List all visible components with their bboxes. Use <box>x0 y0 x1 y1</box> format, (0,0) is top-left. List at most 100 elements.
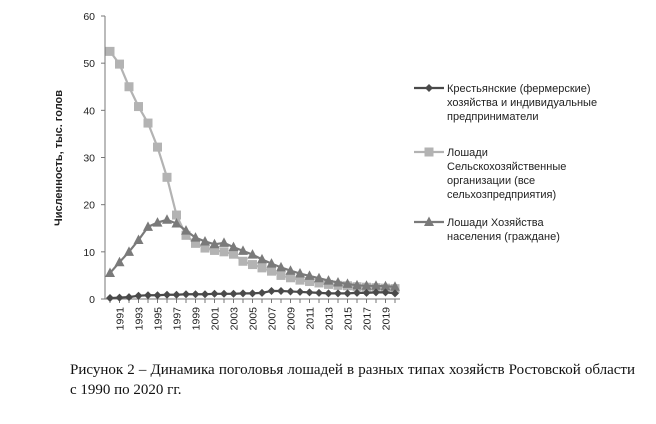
x-tick-label: 2019 <box>381 307 393 331</box>
data-point <box>305 277 314 287</box>
legend-entry: Лошади Хозяйства населения (граждане) <box>414 216 560 243</box>
data-point <box>372 288 380 297</box>
y-axis-label: Численность, тыс. голов <box>53 90 65 226</box>
data-point <box>361 280 372 290</box>
data-point <box>124 82 134 92</box>
data-point <box>276 261 286 272</box>
data-point <box>305 288 314 297</box>
legend-marker <box>425 84 433 92</box>
x-tick-label: 1997 <box>172 307 184 331</box>
data-point <box>172 210 181 220</box>
data-point <box>238 245 248 255</box>
legend-label: Сельскохозяйственные <box>447 161 566 173</box>
data-point <box>229 289 238 298</box>
x-tick-label: 2003 <box>229 307 241 331</box>
data-point <box>239 289 247 298</box>
series-layer <box>105 46 400 303</box>
data-point <box>163 290 171 299</box>
data-point <box>105 267 115 278</box>
data-point <box>114 256 125 267</box>
data-point <box>143 118 153 128</box>
data-point <box>248 260 257 270</box>
legend-label: Лошади Хозяйства <box>447 217 545 229</box>
x-tick-label: 2001 <box>210 307 222 331</box>
legend-label: хозяйства и индивидуальные <box>447 97 597 109</box>
x-tick-label: 1999 <box>191 307 203 331</box>
y-tick-label: 0 <box>89 294 95 306</box>
data-point <box>266 258 277 268</box>
data-point <box>353 288 361 297</box>
data-point <box>191 238 200 248</box>
data-point <box>267 286 276 295</box>
data-point <box>124 246 134 256</box>
data-point <box>343 289 352 298</box>
data-point <box>181 225 191 235</box>
data-point <box>200 243 210 253</box>
y-tick-label: 30 <box>83 153 95 165</box>
x-tick-label: 1991 <box>115 307 127 331</box>
data-point <box>153 142 162 152</box>
data-point <box>381 288 390 297</box>
data-point <box>391 289 399 298</box>
data-point <box>276 270 286 280</box>
x-tick-label: 2013 <box>324 307 336 331</box>
data-point <box>133 234 144 245</box>
data-point <box>115 293 124 302</box>
data-point <box>371 280 381 290</box>
data-point <box>296 287 304 296</box>
data-point <box>134 291 143 300</box>
y-tick-label: 50 <box>83 58 95 70</box>
series-diamond <box>106 286 399 303</box>
legend-label: организации (все <box>447 175 535 187</box>
figure-caption: Рисунок 2 – Динамика поголовья лошадей в… <box>70 362 635 398</box>
data-point <box>228 241 239 252</box>
data-point <box>390 281 400 291</box>
x-tick-label: 2009 <box>286 307 298 331</box>
data-point <box>238 256 248 266</box>
y-tick-label: 20 <box>83 200 95 212</box>
data-point <box>247 249 258 259</box>
data-point <box>352 279 362 290</box>
data-point <box>304 270 315 280</box>
y-tick-label: 10 <box>83 247 95 259</box>
data-point <box>314 278 324 288</box>
legend-label: населения (граждане) <box>447 231 560 243</box>
chart-axes: 0 10 20 30 40 50 60 1991 1993 1995 1997 1999 2001 200… <box>83 11 400 330</box>
legend: Крестьянские (фермерские) хозяйства и инд… <box>414 83 597 243</box>
data-point <box>258 288 266 297</box>
data-point <box>105 46 115 56</box>
legend-entry: Лошади Сельскохозяйственные организации (в… <box>414 147 566 201</box>
data-point <box>277 286 285 295</box>
legend-marker <box>424 147 434 157</box>
data-point <box>125 293 133 302</box>
data-point <box>324 289 333 298</box>
x-tick-label: 2005 <box>248 307 260 331</box>
data-point <box>152 217 163 227</box>
data-point <box>257 253 267 264</box>
x-tick-label: 2007 <box>267 307 279 331</box>
data-point <box>380 280 391 291</box>
data-point <box>106 294 114 303</box>
data-point <box>248 289 257 298</box>
legend-marker <box>424 216 434 226</box>
y-tick-label: 60 <box>83 11 95 23</box>
data-point <box>210 245 219 255</box>
data-point <box>191 290 200 299</box>
data-point <box>201 290 209 299</box>
data-point <box>342 278 353 288</box>
x-tick-label: 1993 <box>134 307 146 331</box>
data-point <box>181 230 191 240</box>
data-point <box>115 59 124 69</box>
series-triangle <box>105 214 400 291</box>
data-point <box>315 288 323 297</box>
data-point <box>162 172 172 182</box>
data-point <box>334 289 342 298</box>
data-point <box>314 272 324 283</box>
data-point <box>209 238 220 249</box>
data-point <box>153 291 162 300</box>
data-point <box>362 288 371 297</box>
legend-entry: Крестьянские (фермерские) хозяйства и инд… <box>414 83 597 123</box>
data-point <box>162 214 172 224</box>
data-point <box>286 273 295 283</box>
data-point <box>295 268 305 278</box>
